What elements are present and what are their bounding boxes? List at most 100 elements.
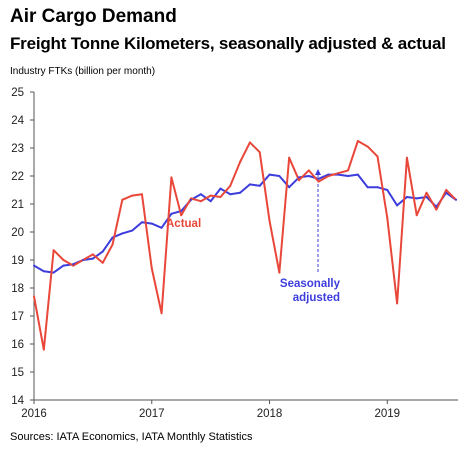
data-point-seasonally-adjusted: [356, 173, 359, 176]
data-point-actual: [327, 175, 330, 177]
data-point-seasonally-adjusted: [121, 232, 124, 235]
data-point-seasonally-adjusted: [366, 186, 369, 189]
data-point-seasonally-adjusted: [435, 205, 438, 208]
y-tick-label: 14: [11, 395, 24, 407]
data-point-seasonally-adjusted: [307, 175, 310, 177]
y-tick-label: 25: [11, 87, 24, 99]
source-note: Sources: IATA Economics, IATA Monthly St…: [10, 431, 253, 443]
data-point-actual: [337, 172, 340, 175]
data-point-actual: [199, 200, 202, 203]
data-point-actual: [33, 295, 35, 298]
data-point-actual: [91, 253, 94, 256]
data-point-actual: [278, 271, 281, 274]
data-point-seasonally-adjusted: [415, 197, 418, 200]
x-tick-label: 2019: [375, 408, 401, 420]
data-point-seasonally-adjusted: [268, 173, 271, 176]
data-point-seasonally-adjusted: [33, 264, 35, 267]
data-point-actual: [445, 189, 448, 191]
data-point-seasonally-adjusted: [455, 198, 457, 201]
data-point-seasonally-adjusted: [239, 191, 242, 194]
data-point-seasonally-adjusted: [91, 257, 94, 260]
data-point-seasonally-adjusted: [199, 193, 202, 196]
y-tick-label: 19: [11, 255, 24, 267]
data-point-seasonally-adjusted: [288, 186, 291, 189]
data-point-actual: [258, 151, 261, 154]
data-point-actual: [366, 145, 369, 148]
data-point-seasonally-adjusted: [327, 173, 330, 176]
data-point-seasonally-adjusted: [160, 226, 163, 229]
data-point-actual: [356, 140, 359, 142]
data-point-actual: [170, 176, 173, 179]
data-point-actual: [150, 267, 153, 270]
data-point-actual: [297, 179, 300, 182]
data-point-actual: [268, 219, 271, 222]
x-tick-label: 2017: [139, 408, 165, 420]
y-tick-label: 24: [11, 115, 24, 127]
data-point-actual: [307, 169, 310, 172]
annotation-actual: Actual: [166, 218, 201, 230]
data-point-actual: [239, 161, 242, 163]
data-point-actual: [160, 312, 163, 315]
series-line-actual: [33, 140, 457, 351]
data-point-seasonally-adjusted: [190, 198, 193, 201]
data-point-seasonally-adjusted: [347, 175, 350, 177]
data-point-seasonally-adjusted: [180, 210, 183, 212]
data-point-seasonally-adjusted: [337, 173, 340, 176]
data-point-seasonally-adjusted: [140, 221, 143, 224]
data-point-actual: [248, 141, 251, 144]
data-point-seasonally-adjusted: [131, 229, 134, 232]
data-point-actual: [376, 155, 379, 158]
data-point-actual: [219, 196, 222, 198]
data-point-seasonally-adjusted: [229, 193, 232, 196]
series-line-seasonally-adjusted: [33, 173, 457, 274]
y-ticks: 14 15 16 17 18 19 20 21 22 23 24 25: [11, 87, 34, 407]
data-point-actual: [180, 214, 183, 217]
data-point-seasonally-adjusted: [42, 270, 45, 273]
data-point-seasonally-adjusted: [297, 176, 300, 179]
data-point-actual: [52, 249, 55, 252]
data-point-seasonally-adjusted: [396, 204, 399, 207]
x-tick-label: 2018: [257, 408, 283, 420]
y-tick-label: 22: [11, 171, 24, 183]
data-point-actual: [435, 208, 438, 211]
y-tick-label: 17: [11, 311, 24, 323]
data-point-seasonally-adjusted: [317, 177, 320, 180]
x-tick-label: 2016: [21, 408, 47, 420]
annotation-seasonally: Seasonally: [280, 278, 341, 290]
y-tick-label: 20: [11, 227, 24, 239]
data-point-actual: [190, 197, 193, 200]
data-point-seasonally-adjusted: [111, 236, 114, 239]
data-point-seasonally-adjusted: [52, 271, 55, 274]
data-point-actual: [347, 169, 350, 172]
data-point-seasonally-adjusted: [278, 175, 281, 177]
data-points: [33, 140, 457, 351]
data-point-actual: [425, 191, 428, 194]
chart-title: Air Cargo Demand: [10, 6, 177, 27]
annotation-adjusted: adjusted: [293, 292, 340, 304]
data-point-actual: [386, 217, 389, 219]
chart-subtitle: Freight Tonne Kilometers, seasonally adj…: [10, 34, 446, 53]
y-tick-label: 23: [11, 143, 24, 155]
data-point-actual: [111, 243, 114, 246]
data-point-actual: [396, 302, 399, 305]
data-point-seasonally-adjusted: [72, 263, 75, 266]
y-tick-label: 16: [11, 339, 24, 351]
data-point-seasonally-adjusted: [376, 186, 379, 189]
y-tick-label: 18: [11, 283, 24, 295]
data-point-actual: [288, 156, 291, 159]
data-point-seasonally-adjusted: [445, 191, 448, 194]
data-point-actual: [229, 184, 232, 187]
y-tick-label: 21: [11, 199, 24, 211]
data-point-actual: [405, 156, 408, 159]
data-point-actual: [317, 180, 320, 183]
data-point-actual: [209, 194, 212, 197]
data-point-seasonally-adjusted: [258, 184, 261, 187]
data-point-actual: [72, 264, 75, 267]
y-axis-label: Industry FTKs (billion per month): [10, 66, 156, 77]
data-point-seasonally-adjusted: [150, 222, 153, 225]
data-point-seasonally-adjusted: [62, 264, 65, 267]
data-point-seasonally-adjusted: [248, 183, 251, 186]
data-point-seasonally-adjusted: [425, 196, 428, 198]
data-point-actual: [42, 348, 45, 351]
